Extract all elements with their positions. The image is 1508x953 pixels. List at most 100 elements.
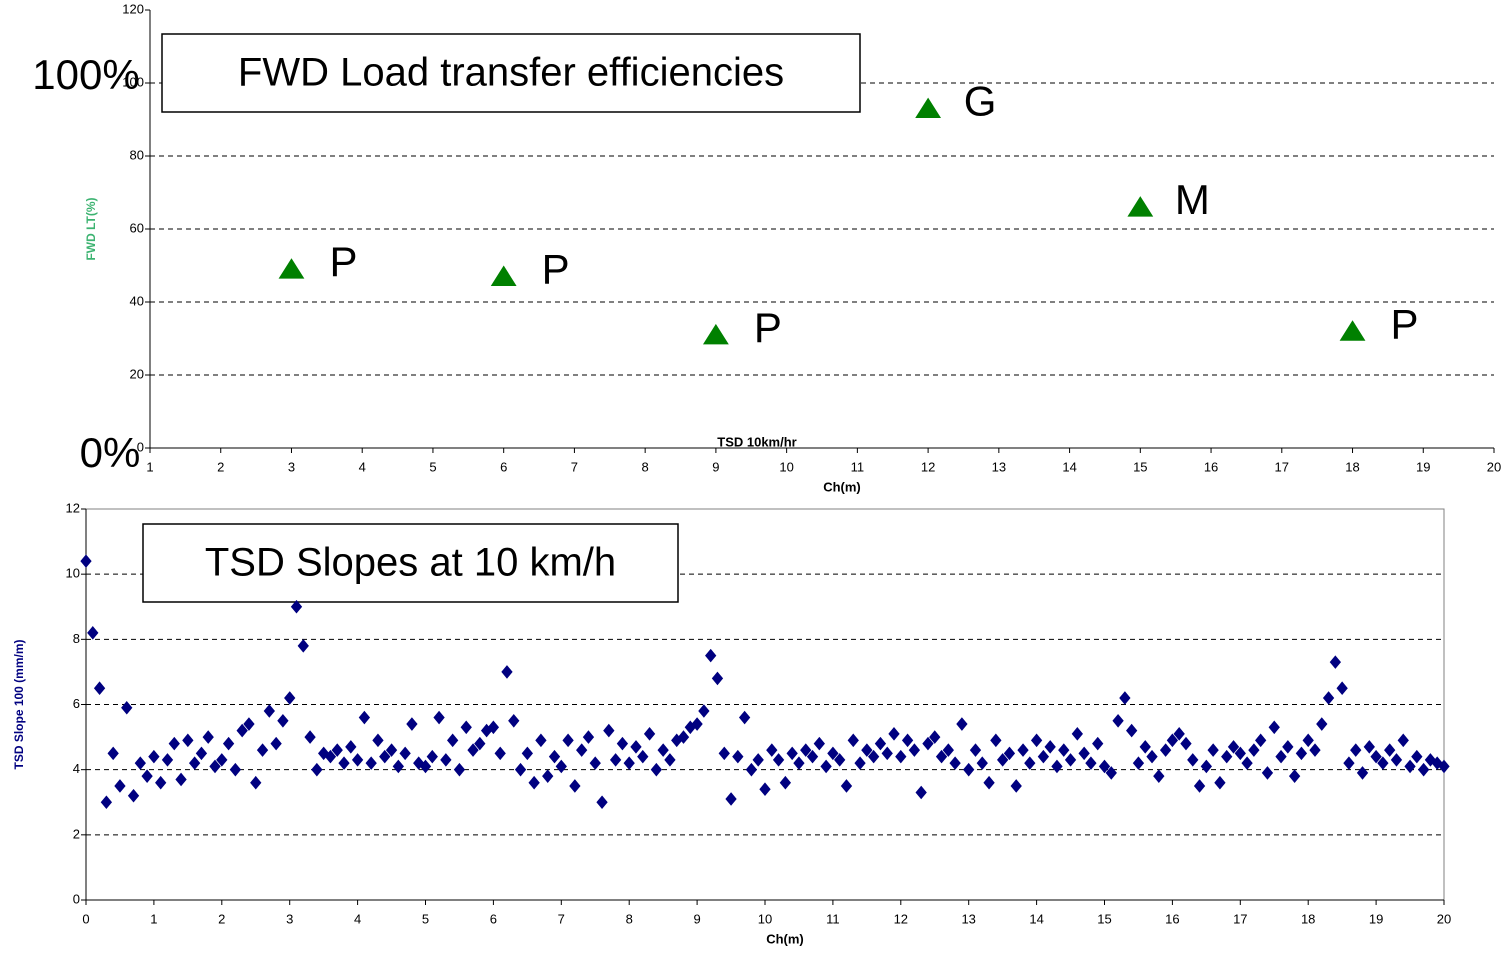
x-axis-title: Ch(m) (823, 479, 861, 494)
y-tick-label: 20 (130, 366, 144, 381)
data-point (895, 749, 907, 764)
data-point (508, 714, 520, 728)
data-point (1336, 681, 1348, 695)
data-point (996, 753, 1009, 767)
data-point (236, 723, 248, 738)
data-point (1221, 749, 1233, 764)
data-point (738, 710, 751, 725)
data-point (990, 733, 1002, 748)
y-tick-label: 12 (66, 500, 80, 515)
data-point (1438, 759, 1450, 774)
data-point (630, 740, 642, 754)
data-point (494, 746, 506, 761)
x-tick-label: 19 (1416, 459, 1430, 474)
x-tick-label: 20 (1487, 459, 1501, 474)
x-tick-label: 8 (642, 459, 649, 474)
data-point (1051, 759, 1063, 774)
data-point (1288, 769, 1301, 783)
y-tick-label: 100 (122, 74, 144, 89)
x-tick-label: 5 (422, 911, 429, 926)
data-point (800, 743, 812, 757)
data-point (1370, 749, 1382, 764)
data-point (1339, 320, 1366, 341)
data-point (263, 704, 275, 718)
data-point (596, 795, 608, 810)
x-tick-label: 5 (429, 459, 436, 474)
data-point (490, 265, 517, 286)
data-point (705, 648, 717, 663)
data-point (1207, 743, 1219, 757)
data-point (209, 759, 221, 774)
x-tick-label: 15 (1133, 459, 1147, 474)
data-point (752, 753, 764, 767)
data-point (949, 756, 961, 770)
data-point (535, 733, 547, 748)
annotation: 0% (80, 429, 141, 476)
data-point (637, 749, 649, 764)
data-point (1030, 733, 1043, 748)
data-point (304, 730, 316, 744)
x-tick-label: 15 (1097, 911, 1111, 926)
data-point (385, 743, 398, 757)
data-point (1234, 746, 1246, 761)
data-point (861, 743, 873, 757)
data-point (1003, 746, 1016, 761)
data-point (1071, 727, 1083, 741)
data-point (1126, 723, 1138, 738)
data-point (93, 681, 106, 695)
data-point (942, 743, 954, 757)
data-point (718, 746, 730, 761)
x-tick-label: 18 (1345, 459, 1359, 474)
data-point (1166, 733, 1179, 748)
data-point (182, 733, 194, 748)
data-point (87, 626, 99, 640)
data-point (888, 727, 900, 741)
data-point (1390, 753, 1403, 767)
y-tick-label: 8 (73, 631, 80, 646)
x-tick-label: 13 (961, 911, 975, 926)
y-tick-label: 2 (73, 826, 80, 841)
x-tick-label: 16 (1204, 459, 1218, 474)
title-box (142, 523, 679, 603)
data-point (603, 723, 615, 738)
data-point (365, 756, 377, 770)
data-point (1017, 743, 1029, 757)
data-point (1180, 736, 1192, 751)
data-point (1417, 762, 1430, 777)
data-point (168, 736, 180, 751)
data-point (867, 749, 880, 764)
data-point (290, 599, 303, 614)
data-point (1322, 691, 1335, 705)
data-point (270, 736, 282, 751)
data-point (121, 700, 133, 715)
data-point (1397, 733, 1409, 748)
data-point (677, 730, 690, 744)
data-point (250, 775, 262, 790)
data-point (915, 785, 927, 800)
y-tick-label: 120 (122, 1, 144, 16)
x-tick-label: 2 (218, 911, 225, 926)
data-point (820, 759, 832, 774)
data-point (141, 769, 153, 783)
x-tick-label: 11 (826, 911, 840, 926)
data-point (1377, 756, 1389, 770)
x-tick-label: 20 (1437, 911, 1451, 926)
data-point (1295, 746, 1308, 761)
data-point (175, 772, 187, 787)
data-point (155, 775, 167, 790)
x-tick-label: 14 (1062, 459, 1076, 474)
data-point (521, 746, 534, 761)
data-point (1058, 743, 1070, 757)
data-point (1193, 779, 1206, 793)
data-point (433, 710, 445, 725)
data-point (419, 759, 432, 774)
y-tick-label: 6 (73, 696, 80, 711)
annotation: TSD 10km/hr (717, 434, 796, 449)
point-label: P (754, 304, 782, 351)
data-point (229, 762, 242, 777)
data-point (650, 762, 663, 777)
data-point (528, 775, 540, 790)
data-point (399, 746, 411, 761)
data-point (732, 749, 744, 764)
x-tick-label: 17 (1233, 911, 1247, 926)
